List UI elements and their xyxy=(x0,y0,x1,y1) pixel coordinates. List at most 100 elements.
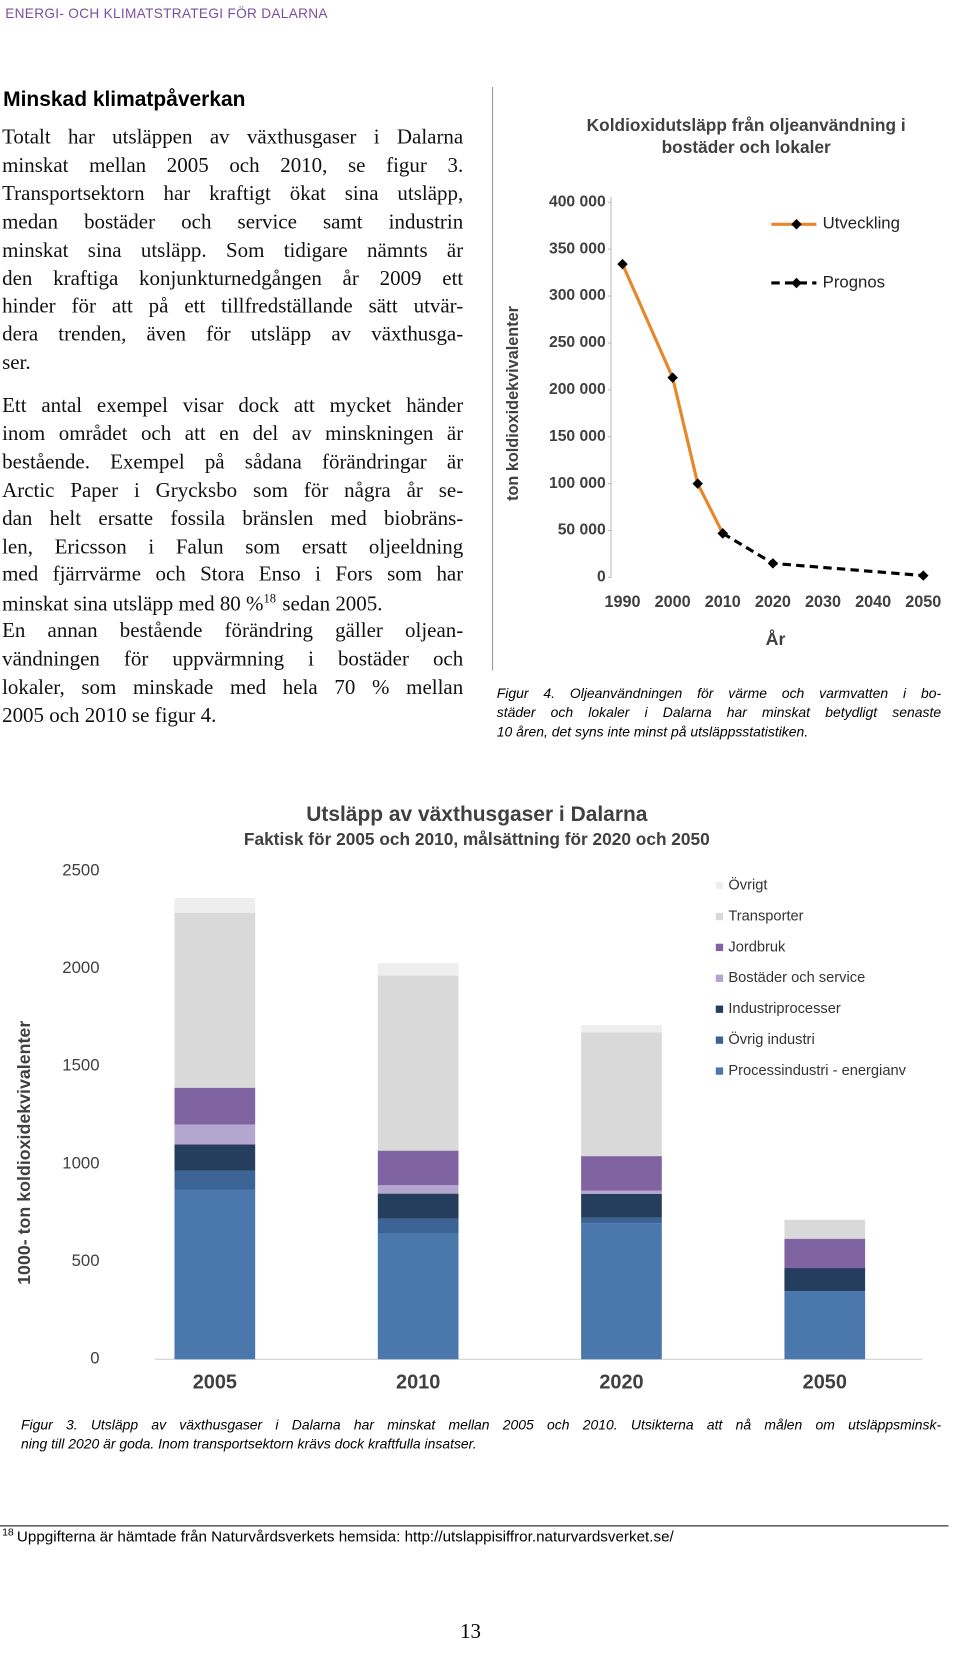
point-marker xyxy=(918,570,929,581)
y-tick-label: 300 000 xyxy=(549,287,606,304)
bar-segment xyxy=(174,1144,256,1171)
x-tick-label: 2050 xyxy=(803,1372,847,1394)
body-line: Arctic Paper i Grycksbo som för några år… xyxy=(2,478,464,502)
y-tick-label: 350 000 xyxy=(549,240,606,257)
point-marker xyxy=(692,478,703,489)
x-axis-label: År xyxy=(766,629,786,649)
x-tick-label: 2030 xyxy=(805,593,841,611)
legend-label: Utveckling xyxy=(823,214,900,233)
bar-segment xyxy=(581,1223,662,1360)
x-tick-label: 2010 xyxy=(705,593,741,611)
legend-label: Transporter xyxy=(728,908,803,924)
x-tick-label: 2020 xyxy=(755,593,791,611)
page-number: 13 xyxy=(460,1620,482,1644)
y-tick-label: 2000 xyxy=(62,958,99,977)
bar-segment xyxy=(581,1156,662,1191)
y-tick-label: 1000 xyxy=(62,1153,99,1172)
body-line: medan bostäder och service samt industri… xyxy=(2,210,464,234)
y-tick-label: 0 xyxy=(90,1349,99,1368)
bar-segment xyxy=(377,1185,459,1194)
figure-caption: städer och lokaler i Dalarna har minskat… xyxy=(496,704,942,721)
y-tick-label: 0 xyxy=(597,569,606,586)
footnote-text: Uppgifterna är hämtade från Naturvårdsve… xyxy=(16,1528,674,1546)
body-line: 2005 och 2010 se figur 4. xyxy=(2,704,217,728)
body-line: vändningen för uppvärmning i bostäder oc… xyxy=(2,647,464,671)
legend-label: Bostäder och service xyxy=(728,970,865,986)
body-line: Totalt har utsläppen av växthusgaser i D… xyxy=(2,125,464,149)
heading: Minskad klimatpåverkan xyxy=(3,88,246,112)
legend-label: Processindustri - energianv xyxy=(728,1063,906,1079)
bar-segment xyxy=(784,1238,866,1269)
body-line: lokaler, som minskade med hela 70 % mell… xyxy=(2,675,464,700)
y-tick-label: 50 000 xyxy=(558,522,606,539)
body-line: Transportsektorn har kraftigt ökat sina … xyxy=(2,182,464,206)
bar-segment xyxy=(174,1189,256,1360)
y-axis-label: ton koldioxidekvivalenter xyxy=(504,305,522,501)
bar-segment xyxy=(174,1124,256,1145)
figure-caption: ning till 2020 är goda. Inom transportse… xyxy=(20,1436,477,1452)
body-line: med fjärrvärme och Stora Enso i Fors som… xyxy=(2,563,464,587)
body-line: minskat mellan 2005 och 2010, se figur 3… xyxy=(2,153,464,177)
body-line: minskat sina utsläpp. Som tidigare nämnt… xyxy=(2,238,464,262)
legend-swatch xyxy=(715,1036,724,1044)
bar-segment xyxy=(581,1190,662,1194)
chart-title: Koldioxidutsläpp från oljeanvändning i b… xyxy=(586,116,906,158)
body-line: hinder för att på ett tillfredställande … xyxy=(2,294,464,318)
body-line: En annan bestående förändring gäller olj… xyxy=(2,619,464,643)
legend-label: Jordbruk xyxy=(728,939,786,955)
body-line: ser. xyxy=(2,351,31,375)
bar-segment xyxy=(784,1291,866,1360)
body-line-text: minskat sina utsläpp med 80 % xyxy=(2,593,264,617)
body-line: bestående. Exempel på sådana förändringa… xyxy=(2,450,464,474)
bar-segment xyxy=(581,1032,662,1157)
body-line: len, Ericsson i Falun som ersatt oljeeld… xyxy=(2,535,464,559)
legend-label: Övrig industri xyxy=(728,1030,814,1048)
bar-segment xyxy=(581,1193,662,1218)
legend-label: Prognos xyxy=(823,272,885,291)
series-line xyxy=(621,263,725,535)
y-tick-label: 500 xyxy=(72,1251,100,1270)
x-tick-label: 2020 xyxy=(599,1372,643,1394)
legend-swatch xyxy=(715,974,724,982)
legend-swatch xyxy=(715,881,724,890)
point-marker xyxy=(667,372,678,383)
y-tick-label: 2500 xyxy=(62,860,99,879)
y-tick-label: 100 000 xyxy=(549,475,606,492)
bar-segment xyxy=(174,1087,256,1125)
bar-segment xyxy=(581,1025,662,1033)
bar-segment xyxy=(377,1218,459,1234)
bar-segment xyxy=(581,1217,662,1224)
legend-label: Övrigt xyxy=(728,875,767,893)
bar-segment xyxy=(377,1150,459,1186)
series-line xyxy=(721,532,924,578)
body-line-text: sedan 2005. xyxy=(282,593,383,617)
x-tick-label: 2050 xyxy=(905,593,941,611)
point-marker xyxy=(767,558,779,569)
y-tick-label: 400 000 xyxy=(549,193,606,210)
legend-marker xyxy=(791,219,802,230)
x-tick-label: 1990 xyxy=(604,593,640,611)
y-tick-label: 1500 xyxy=(62,1056,99,1075)
y-tick-label: 250 000 xyxy=(549,334,606,351)
bar-segment xyxy=(377,1193,459,1219)
body-line: dan helt ersatte fossila bränslen med bi… xyxy=(2,506,464,530)
body-line: minskat sina utsläpp med 80 %1818sedan 2… xyxy=(2,591,382,617)
point-marker xyxy=(617,258,628,270)
legend-marker xyxy=(791,277,802,289)
chart-title: Utsläpp av växthusgaser i Dalarna xyxy=(306,803,648,826)
footnote-ref: 18 xyxy=(263,591,277,607)
legend-swatch xyxy=(715,943,724,952)
bar-segment xyxy=(174,898,256,913)
legend-swatch xyxy=(715,1067,724,1075)
bar-segment xyxy=(784,1268,866,1292)
legend-swatch xyxy=(715,912,724,921)
chart-subtitle: Faktisk för 2005 och 2010, målsättning f… xyxy=(244,829,710,849)
y-tick-label: 150 000 xyxy=(549,428,606,445)
bar-segment xyxy=(174,1170,256,1190)
bar-segment xyxy=(174,912,256,1088)
body-line: Ett antal exempel visar dock att mycket … xyxy=(2,394,464,418)
running-title: ENERGI- OCH KLIMATSTRATEGI FÖR DALARNA xyxy=(5,5,328,21)
figure-caption: Figur 3. Utsläpp av växthusgaser i Dalar… xyxy=(20,1416,942,1433)
